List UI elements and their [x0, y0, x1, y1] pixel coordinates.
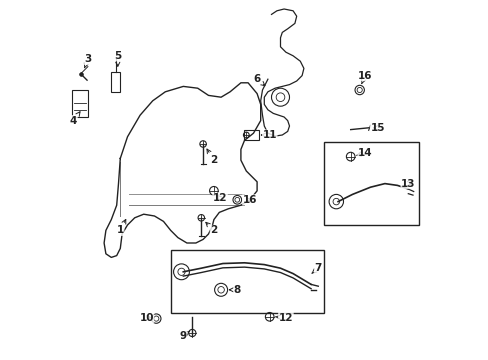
Bar	[244, 130, 258, 140]
Text: 12: 12	[275, 312, 292, 323]
Text: 11: 11	[261, 130, 276, 140]
Bar	[72, 90, 88, 117]
Text: 9: 9	[180, 330, 189, 341]
Text: 2: 2	[206, 149, 217, 165]
Text: 16: 16	[242, 195, 257, 205]
Text: 12: 12	[212, 193, 227, 203]
Text: 1: 1	[117, 220, 125, 235]
Text: 4: 4	[70, 112, 80, 126]
Text: 16: 16	[357, 71, 371, 84]
Bar	[170, 250, 323, 313]
Text: 13: 13	[400, 179, 415, 189]
Text: 14: 14	[356, 148, 372, 158]
Bar	[111, 72, 120, 92]
Text: 15: 15	[370, 123, 384, 133]
Text: 8: 8	[229, 285, 241, 295]
Text: 2: 2	[205, 222, 217, 235]
Text: 6: 6	[253, 74, 264, 86]
Bar	[323, 142, 418, 225]
Text: 5: 5	[114, 51, 121, 66]
Text: 10: 10	[139, 312, 154, 323]
Text: 7: 7	[311, 263, 321, 273]
Text: 3: 3	[84, 54, 91, 68]
